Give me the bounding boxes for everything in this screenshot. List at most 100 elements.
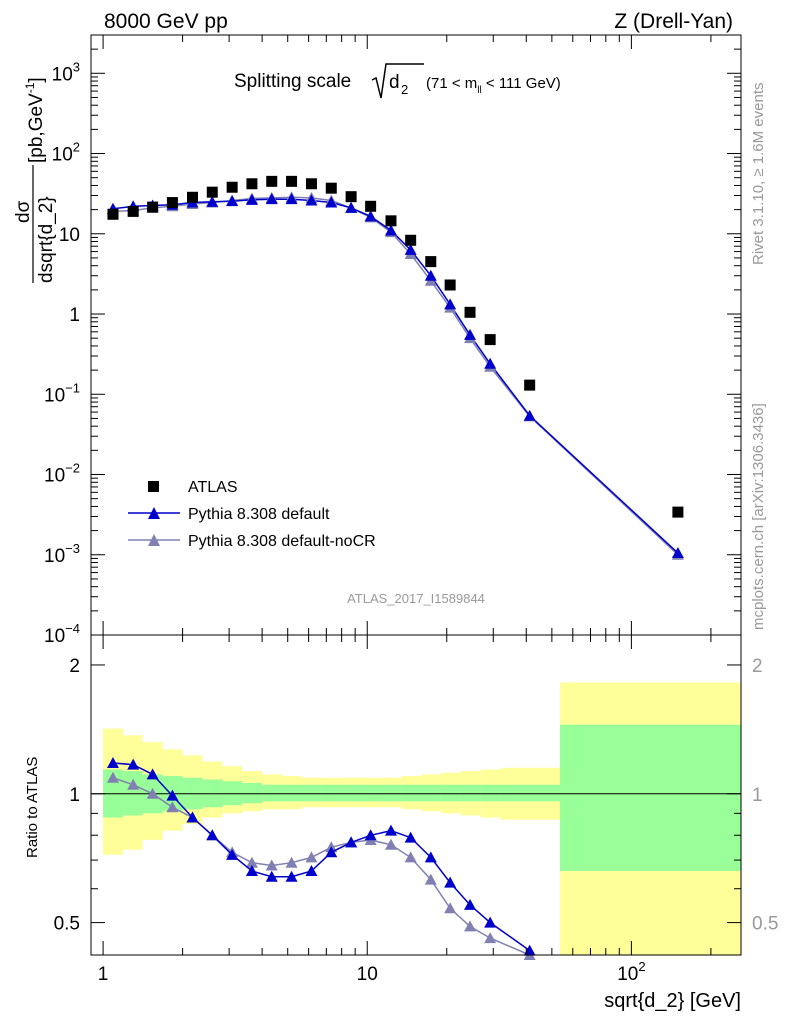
ratio-point-nocr [245, 856, 258, 868]
main-point-atlas [147, 201, 159, 213]
analysis-watermark: ATLAS_2017_I1589844 [347, 591, 485, 606]
ratio-band-inner [560, 724, 741, 872]
main-point-atlas [325, 182, 337, 194]
ratio-point-default [127, 758, 140, 770]
ratio-point-default [345, 836, 358, 848]
ratio-y-tick-label-left: 0.5 [54, 914, 80, 935]
ratio-point-nocr [146, 787, 159, 799]
main-point-atlas [484, 334, 496, 346]
main-point-default [671, 547, 684, 559]
legend-atlas-label: ATLAS [188, 479, 238, 496]
main-y-tick-label: 1 [69, 305, 80, 326]
title-sqrt-subscript: 2 [401, 82, 408, 97]
main-point-atlas [524, 379, 536, 391]
main-y-tick-label: 10 [59, 225, 80, 246]
main-y-tick-label: 103 [52, 59, 80, 85]
ratio-band-inner [440, 784, 461, 802]
main-point-atlas [186, 191, 198, 203]
ratio-series-layer [106, 757, 536, 960]
ratio-point-nocr [484, 932, 497, 944]
x-tick-label: 102 [617, 959, 645, 985]
main-axis-ticks [91, 34, 741, 636]
y-label-denominator: dsqrt{d_2} [36, 196, 57, 283]
legend-nocr-label: Pythia 8.308 default-noCR [188, 533, 376, 550]
ratio-band-inner [341, 784, 362, 802]
main-point-default [325, 196, 338, 208]
ratio-point-default [206, 829, 219, 841]
main-point-atlas [444, 279, 456, 291]
main-point-default [444, 298, 457, 310]
ratio-band-inner [460, 784, 481, 802]
main-point-atlas [672, 506, 684, 518]
main-y-tick-label: 102 [52, 140, 80, 166]
x-axis-label: sqrt{d_2} [GeV] [604, 990, 741, 1012]
ratio-y-tick-label-left: 2 [69, 656, 80, 677]
ratio-point-default [146, 768, 159, 780]
main-series-layer [106, 175, 684, 560]
ratio-point-default [226, 848, 239, 860]
ratio-band-inner [421, 784, 441, 802]
x-tick-label: 1 [98, 964, 109, 985]
main-point-atlas [246, 178, 258, 190]
main-point-atlas [266, 175, 278, 187]
ratio-point-default [325, 846, 338, 858]
main-y-tick-label: 10−2 [44, 461, 80, 487]
legend-item-default: Pythia 8.308 default [128, 506, 330, 523]
main-point-atlas [345, 191, 357, 203]
main-point-atlas [365, 200, 377, 212]
ratio-y-tick-label-right: 0.5 [752, 914, 778, 935]
ratio-point-nocr [265, 859, 278, 871]
ratio-band-inner [242, 782, 263, 804]
main-point-default [424, 269, 437, 281]
y-label-numerator: dσ [13, 200, 34, 223]
ratio-point-default [265, 870, 278, 882]
ratio-band-inner [480, 784, 501, 802]
main-point-default [245, 193, 258, 205]
ratio-axis-ticks [91, 635, 741, 955]
main-y-axis-label: dσ dsqrt{d_2} [pb,GeV-1] [13, 77, 57, 283]
y-label-units: [pb,GeV-1] [23, 77, 47, 163]
ratio-y-tick-label-right: 1 [752, 785, 763, 806]
ratio-band-inner [301, 784, 322, 802]
header-process-left: 8000 GeV pp [104, 10, 228, 33]
main-y-tick-label: 10−1 [44, 380, 80, 406]
ratio-point-default [364, 829, 377, 841]
ratio-point-default [523, 944, 536, 956]
legend-atlas-marker [148, 481, 159, 492]
main-point-atlas [385, 215, 397, 227]
main-point-atlas [405, 234, 417, 246]
sqrt-symbol-icon [371, 63, 424, 99]
main-point-default [226, 195, 239, 207]
main-point-default [364, 210, 377, 222]
legend-item-atlas: ATLAS [148, 479, 238, 496]
legend-default-label: Pythia 8.308 default [188, 506, 330, 523]
main-point-default [345, 201, 358, 213]
ratio-point-default [186, 811, 199, 823]
ratio-point-default [305, 865, 318, 877]
main-point-default [384, 224, 397, 236]
ratio-point-default [245, 865, 258, 877]
legend-nocr-marker [148, 534, 160, 546]
main-point-default [265, 193, 278, 205]
ratio-point-default [285, 870, 298, 882]
ratio-band-inner [123, 771, 143, 816]
ratio-y-tick-label-left: 1 [69, 785, 80, 806]
ratio-point-nocr [127, 778, 140, 790]
source-reference-label: mcplots.cern.ch [arXiv:1306.3436] [750, 403, 767, 630]
legend-item-nocr: Pythia 8.308 default-noCR [128, 533, 376, 550]
ratio-band-inner [500, 784, 561, 802]
x-tick-label: 10 [357, 964, 378, 985]
main-point-default [305, 194, 318, 206]
main-y-tick-label: 10−3 [44, 541, 80, 567]
ratio-point-default [444, 876, 457, 888]
ratio-band-inner [321, 784, 342, 802]
ratio-point-nocr [424, 873, 437, 885]
main-point-atlas [226, 181, 238, 193]
main-point-atlas [286, 175, 298, 187]
main-y-tick-label: 10−4 [44, 621, 80, 647]
ratio-point-default [384, 824, 397, 836]
ratio-band-inner [282, 784, 302, 802]
legend-default-marker [148, 507, 160, 519]
